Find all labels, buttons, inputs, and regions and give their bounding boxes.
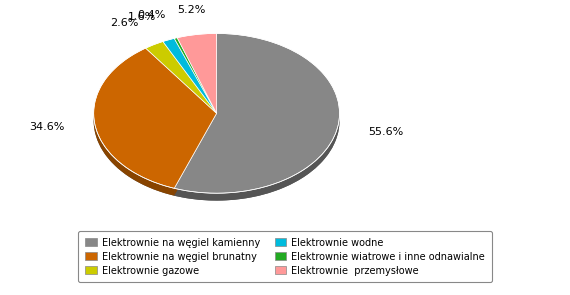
Text: 2.6%: 2.6% bbox=[110, 18, 139, 28]
Ellipse shape bbox=[93, 41, 340, 201]
Text: 34.6%: 34.6% bbox=[29, 122, 64, 132]
Text: 0.4%: 0.4% bbox=[137, 10, 165, 20]
Polygon shape bbox=[163, 38, 217, 113]
Polygon shape bbox=[93, 48, 217, 188]
Polygon shape bbox=[93, 115, 174, 196]
Polygon shape bbox=[174, 119, 339, 201]
Polygon shape bbox=[174, 113, 217, 196]
Polygon shape bbox=[174, 38, 217, 113]
Polygon shape bbox=[174, 33, 340, 193]
Text: 1.6%: 1.6% bbox=[128, 12, 157, 22]
Polygon shape bbox=[177, 33, 217, 113]
Polygon shape bbox=[174, 113, 217, 196]
Text: 55.6%: 55.6% bbox=[368, 127, 403, 137]
Legend: Elektrownie na węgiel kamienny, Elektrownie na węgiel brunatny, Elektrownie gazo: Elektrownie na węgiel kamienny, Elektrow… bbox=[79, 231, 491, 282]
Polygon shape bbox=[145, 42, 217, 113]
Text: 5.2%: 5.2% bbox=[177, 5, 206, 15]
